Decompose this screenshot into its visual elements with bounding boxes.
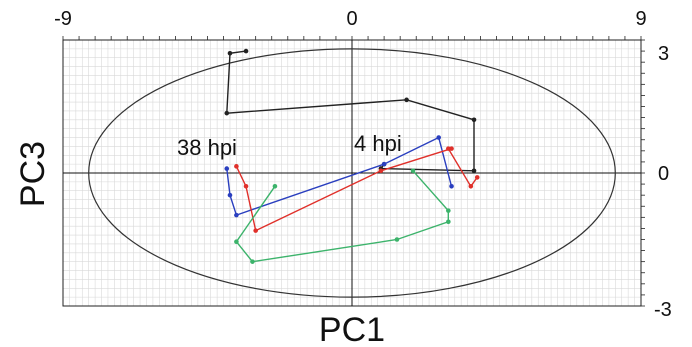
data-point	[471, 117, 477, 123]
x-tick-label-right: 9	[635, 8, 646, 30]
data-point	[381, 161, 387, 167]
data-point	[272, 184, 278, 189]
y-axis-title: PC3	[14, 141, 52, 207]
series-1	[224, 135, 454, 218]
data-point	[234, 212, 239, 218]
data-point	[234, 239, 239, 245]
data-point	[234, 164, 239, 169]
tick-labels: -9 0 9 3 0 -3	[54, 8, 672, 321]
data-point	[224, 110, 230, 116]
data-point	[243, 48, 249, 54]
confidence-ellipse	[88, 48, 616, 298]
data-point	[224, 166, 230, 171]
data-point	[253, 228, 258, 233]
data-point	[449, 184, 454, 189]
data-point	[468, 184, 474, 189]
data-point	[250, 259, 255, 264]
data-point	[394, 237, 400, 242]
data-point	[474, 175, 480, 180]
series-3	[234, 168, 451, 264]
axis-ticks	[62, 36, 645, 307]
y-tick-label-bottom: -3	[654, 299, 672, 321]
annotation-4hpi: 4 hpi	[354, 131, 402, 156]
series-group	[224, 48, 480, 264]
y-tick-label-top: 3	[658, 43, 669, 65]
y-tick-label-middle: 0	[658, 163, 669, 185]
data-point	[446, 146, 451, 151]
x-tick-label-left: -9	[54, 8, 72, 30]
data-point	[471, 168, 477, 174]
data-point	[410, 168, 416, 174]
data-point	[227, 51, 233, 56]
x-tick-label-center: 0	[346, 8, 357, 30]
data-point	[227, 192, 233, 198]
data-point	[446, 219, 451, 225]
series-line	[226, 50, 475, 172]
series-2	[234, 146, 480, 233]
data-point	[243, 184, 249, 189]
series-line	[226, 136, 453, 216]
annotation-38hpi: 38 hpi	[177, 135, 237, 160]
data-point	[378, 168, 384, 174]
data-point	[404, 97, 409, 103]
series-line	[235, 147, 478, 232]
data-point	[436, 135, 442, 140]
data-point	[449, 146, 454, 151]
data-point	[446, 208, 451, 213]
x-axis-title: PC1	[319, 311, 385, 347]
